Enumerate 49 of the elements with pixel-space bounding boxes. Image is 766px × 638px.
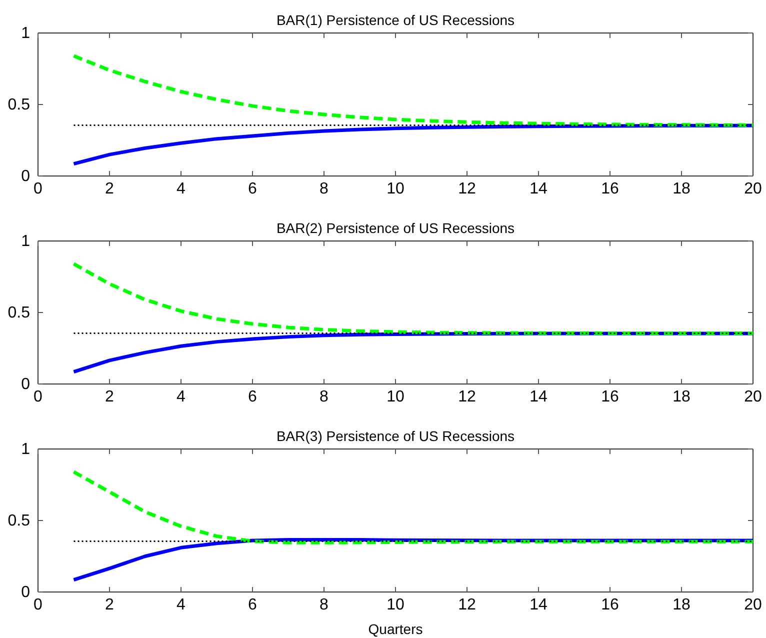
x-tick-label: 10	[386, 180, 404, 198]
x-tick-label: 12	[458, 180, 476, 198]
x-tick-label: 4	[176, 596, 186, 614]
x-tick-label: 8	[320, 180, 329, 198]
x-tick-label: 16	[601, 180, 619, 198]
chart-title: BAR(3) Persistence of US Recessions	[276, 428, 515, 444]
x-tick-label: 14	[530, 180, 548, 198]
x-tick-label: 18	[672, 596, 690, 614]
y-tick-label: 0	[21, 584, 30, 602]
x-tick-label: 0	[34, 596, 43, 614]
x-tick-label: 2	[105, 596, 114, 614]
line-series	[72, 470, 755, 544]
line-series	[72, 54, 755, 127]
x-axis-title: Quarters	[368, 621, 423, 637]
x-tick-label: 10	[386, 388, 404, 406]
y-tick-label: 1	[21, 233, 30, 250]
x-tick-label: 6	[248, 388, 258, 406]
x-tick-label: 12	[458, 388, 476, 406]
y-tick-label: 0	[21, 376, 30, 394]
x-tick-label: 2	[105, 180, 114, 198]
x-tick-label: 0	[34, 388, 43, 406]
x-tick-label: 18	[672, 180, 690, 198]
x-tick-label: 12	[458, 596, 476, 614]
y-tick-label: 1	[21, 25, 30, 42]
x-tick-label: 16	[601, 388, 619, 406]
x-tick-label: 20	[744, 596, 762, 614]
x-tick-label: 4	[176, 388, 186, 406]
x-tick-label: 10	[386, 596, 404, 614]
chart-title: BAR(2) Persistence of US Recessions	[276, 220, 515, 236]
y-tick-label: 0.5	[8, 304, 30, 322]
y-tick-label: 0.5	[8, 96, 30, 114]
x-tick-label: 8	[320, 388, 329, 406]
x-tick-label: 20	[744, 388, 762, 406]
x-tick-label: 6	[248, 596, 258, 614]
x-tick-label: 16	[601, 596, 619, 614]
x-tick-label: 8	[320, 596, 329, 614]
y-tick-label: 0.5	[8, 512, 30, 530]
chart-title: BAR(1) Persistence of US Recessions	[276, 12, 515, 28]
y-tick-label: 1	[21, 441, 30, 458]
x-tick-label: 14	[530, 596, 548, 614]
x-tick-label: 18	[672, 388, 690, 406]
y-tick-label: 0	[21, 168, 30, 186]
x-tick-label: 0	[34, 180, 43, 198]
x-tick-label: 4	[176, 180, 186, 198]
line-series	[72, 262, 755, 335]
x-tick-label: 6	[248, 180, 258, 198]
x-tick-label: 14	[530, 388, 548, 406]
x-tick-label: 20	[744, 180, 762, 198]
x-tick-label: 2	[105, 388, 114, 406]
